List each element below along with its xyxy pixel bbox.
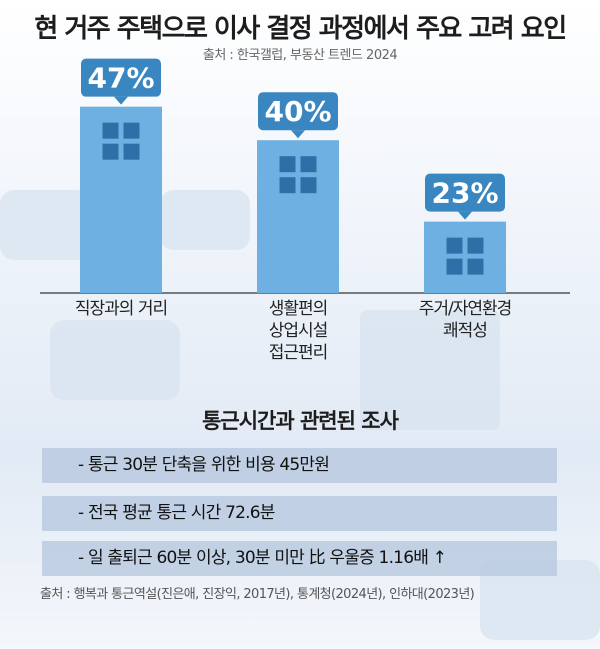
chart-subtitle: 출처 : 한국갤럽, 부동산 트렌드 2024	[202, 48, 398, 63]
data-label: 40%	[264, 95, 331, 128]
window-icon	[300, 156, 317, 173]
category-label: 생활편의 상업시설 접근편리	[268, 299, 329, 363]
window-icon	[279, 156, 296, 173]
background-car-illustration	[0, 190, 90, 260]
background-car-illustration	[50, 320, 180, 400]
data-label-pointer	[291, 130, 305, 139]
data-label-pointer	[458, 211, 472, 220]
survey-title: 통근시간과 관련된 조사	[202, 409, 399, 433]
survey-item: - 일 출퇴근 60분 이상, 30분 미만 比 우울증 1.16배 ↑	[42, 541, 557, 576]
window-icon	[123, 122, 140, 139]
data-label-bubble	[258, 92, 338, 131]
data-label-bubble	[81, 58, 161, 97]
window-icon	[102, 143, 119, 160]
background-car-illustration	[160, 190, 250, 250]
window-icon	[102, 122, 119, 139]
window-icon	[467, 237, 484, 254]
survey-source: 출처 : 행복과 통근역설(진은애, 진장익, 2017년), 통계청(2024…	[40, 587, 475, 602]
window-icon	[467, 258, 484, 275]
data-label: 47%	[87, 62, 154, 95]
survey-item: - 전국 평균 통근 시간 72.6분	[42, 496, 557, 531]
window-icon	[446, 258, 463, 275]
bar	[80, 106, 162, 293]
category-label: 주거/자연환경 쾌적성	[418, 299, 513, 341]
window-icon	[300, 177, 317, 194]
survey-item: - 통근 30분 단축을 위한 비용 45만원	[42, 448, 557, 483]
window-icon	[446, 237, 463, 254]
bar-chart: 47% 40% 23%	[40, 58, 570, 294]
background-bus-illustration	[360, 310, 500, 430]
data-label: 23%	[431, 177, 498, 210]
bar	[424, 221, 506, 293]
chart-title: 현 거주 주택으로 이사 결정 과정에서 주요 고려 요인	[34, 14, 567, 44]
window-icon	[123, 143, 140, 160]
bar	[257, 140, 339, 293]
data-label-bubble	[425, 173, 505, 212]
data-label-pointer	[114, 96, 128, 105]
category-label: 직장과의 거리	[74, 299, 168, 319]
window-icon	[279, 177, 296, 194]
